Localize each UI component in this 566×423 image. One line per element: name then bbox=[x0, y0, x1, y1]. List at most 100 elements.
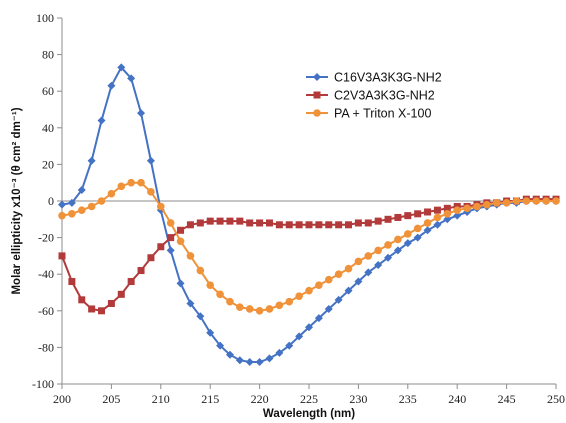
data-point bbox=[265, 219, 273, 227]
data-point bbox=[275, 301, 284, 310]
data-point bbox=[305, 221, 313, 229]
data-point bbox=[374, 246, 382, 255]
series-2 bbox=[58, 195, 560, 315]
data-point bbox=[117, 63, 126, 72]
data-point bbox=[117, 290, 125, 298]
data-point bbox=[364, 268, 373, 277]
data-point bbox=[147, 254, 155, 262]
data-point bbox=[324, 275, 333, 284]
data-point bbox=[58, 252, 66, 260]
data-point bbox=[166, 219, 175, 227]
data-point bbox=[315, 221, 323, 229]
data-point bbox=[137, 178, 145, 187]
data-point bbox=[374, 261, 383, 270]
legend-label: C16V3A3K3G-NH2 bbox=[334, 71, 442, 85]
data-point bbox=[433, 213, 442, 222]
y-axis-title: Molar ellipticity x10⁻³ (θ cm² dm⁻¹) bbox=[11, 107, 23, 294]
data-point bbox=[265, 354, 274, 363]
y-tick-label: -100 bbox=[32, 377, 54, 391]
data-point bbox=[295, 332, 304, 341]
data-point bbox=[542, 197, 550, 205]
series-line bbox=[61, 65, 556, 364]
x-tick-label: 250 bbox=[547, 392, 565, 406]
data-point bbox=[413, 233, 422, 242]
data-point bbox=[216, 217, 224, 225]
data-point bbox=[364, 252, 373, 260]
data-point bbox=[424, 208, 432, 216]
data-point bbox=[107, 299, 115, 307]
legend-marker bbox=[313, 73, 321, 81]
data-point bbox=[68, 278, 76, 286]
y-tick-label: 80 bbox=[42, 48, 54, 62]
data-point bbox=[285, 297, 294, 306]
data-point bbox=[255, 307, 264, 315]
data-point bbox=[305, 323, 313, 332]
data-point bbox=[384, 215, 392, 223]
data-point bbox=[394, 213, 402, 221]
data-point bbox=[443, 204, 451, 212]
x-axis-title: Wavelength (nm) bbox=[263, 408, 355, 420]
data-point bbox=[157, 243, 165, 251]
x-tick-label: 210 bbox=[152, 392, 170, 406]
data-point bbox=[433, 206, 441, 214]
data-point bbox=[147, 188, 155, 196]
y-tick-label: 20 bbox=[42, 157, 54, 171]
data-point bbox=[196, 266, 205, 275]
data-point bbox=[157, 202, 165, 211]
x-tick-label: 240 bbox=[448, 392, 466, 406]
data-point bbox=[443, 210, 452, 218]
data-point bbox=[256, 219, 264, 227]
data-point bbox=[552, 197, 560, 205]
data-point bbox=[265, 305, 274, 313]
data-point bbox=[285, 221, 293, 229]
data-point bbox=[354, 257, 363, 266]
data-point bbox=[137, 267, 145, 275]
data-point bbox=[137, 109, 146, 118]
data-point bbox=[325, 221, 333, 229]
data-point bbox=[166, 246, 175, 255]
data-point bbox=[502, 199, 511, 207]
data-point bbox=[97, 116, 106, 125]
data-point bbox=[196, 219, 204, 227]
series-1 bbox=[58, 63, 560, 367]
data-point bbox=[186, 221, 194, 229]
data-point bbox=[177, 226, 185, 234]
data-point bbox=[68, 210, 76, 218]
data-point bbox=[206, 328, 215, 337]
data-point bbox=[364, 219, 372, 227]
data-point bbox=[88, 305, 96, 313]
legend-item: C16V3A3K3G-NH2 bbox=[306, 71, 442, 85]
data-point bbox=[107, 81, 116, 90]
data-point bbox=[117, 182, 126, 191]
data-point bbox=[167, 234, 175, 242]
data-point bbox=[206, 217, 214, 225]
data-point bbox=[275, 348, 284, 357]
data-point bbox=[295, 292, 303, 300]
data-point bbox=[492, 199, 501, 207]
data-point bbox=[186, 252, 195, 260]
x-tick-label: 245 bbox=[498, 392, 516, 406]
data-point bbox=[206, 281, 214, 289]
data-point bbox=[384, 241, 392, 249]
data-point bbox=[176, 279, 185, 288]
data-point bbox=[246, 219, 254, 227]
x-tick-label: 235 bbox=[399, 392, 417, 406]
data-point bbox=[107, 189, 116, 198]
data-point bbox=[443, 215, 452, 224]
data-point bbox=[463, 204, 471, 213]
data-point bbox=[245, 305, 254, 313]
data-point bbox=[58, 211, 66, 220]
data-point bbox=[285, 341, 294, 350]
data-point bbox=[384, 253, 393, 262]
data-point bbox=[127, 74, 136, 83]
data-point bbox=[235, 356, 244, 365]
data-point bbox=[423, 219, 432, 227]
data-point bbox=[394, 235, 402, 244]
data-point bbox=[78, 296, 86, 304]
x-tick-label: 215 bbox=[201, 392, 219, 406]
data-point bbox=[335, 221, 343, 229]
data-point bbox=[423, 226, 432, 235]
data-point bbox=[216, 290, 224, 299]
